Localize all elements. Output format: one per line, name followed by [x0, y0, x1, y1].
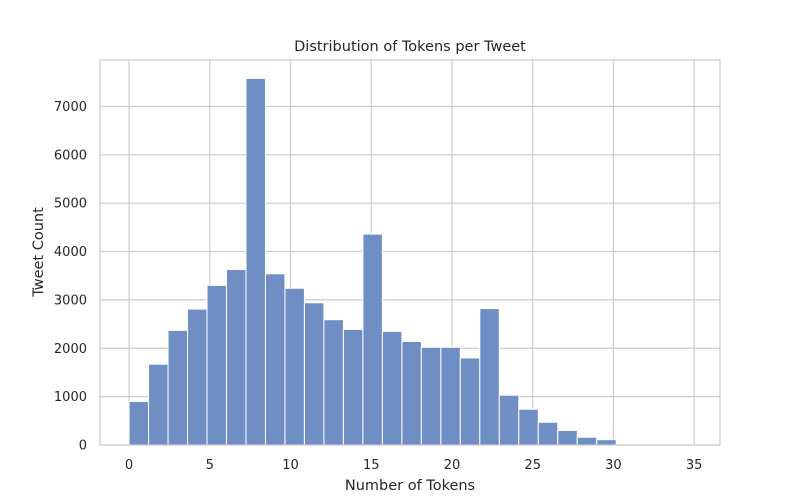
histogram-bar — [225, 268, 247, 446]
histogram-bar — [440, 346, 461, 446]
y-tick-label: 5000 — [54, 197, 87, 212]
bars — [128, 77, 695, 446]
x-tick-label: 35 — [686, 458, 703, 473]
histogram-bar — [167, 329, 189, 446]
histogram-bar — [264, 273, 286, 446]
x-tick-label: 10 — [282, 458, 299, 473]
y-tick-label: 0 — [79, 439, 87, 454]
x-tick-label: 5 — [206, 458, 214, 473]
histogram-bar — [284, 287, 305, 446]
x-tick-label: 20 — [444, 458, 461, 473]
histogram-bar — [128, 400, 150, 446]
y-tick-label: 3000 — [54, 293, 87, 308]
histogram-bar — [303, 302, 325, 446]
histogram-bar — [596, 439, 617, 446]
histogram-bar — [381, 330, 403, 446]
histogram-bar — [479, 308, 500, 446]
x-tick-label: 0 — [125, 458, 133, 473]
histogram-bar — [148, 363, 169, 446]
y-tick-label: 4000 — [54, 245, 87, 260]
histogram-bar — [187, 308, 208, 446]
y-tick-label: 7000 — [54, 100, 87, 115]
histogram-bar — [245, 77, 266, 446]
histogram-bar — [576, 436, 598, 446]
histogram-bar — [518, 408, 539, 446]
histogram-bar — [206, 284, 228, 446]
histogram-bar — [323, 319, 344, 446]
x-tick-label: 30 — [605, 458, 622, 473]
y-tick-label: 6000 — [54, 148, 87, 163]
x-tick-label: 15 — [363, 458, 380, 473]
histogram-bar — [362, 233, 383, 446]
histogram-bar — [557, 429, 578, 446]
x-tick-labels: 0 5 10 15 20 25 30 35 — [125, 458, 703, 473]
histogram-bar — [420, 346, 442, 446]
histogram-bar — [498, 394, 520, 446]
histogram-bar — [342, 328, 364, 446]
x-tick-label: 25 — [524, 458, 541, 473]
y-tick-label: 2000 — [54, 342, 87, 357]
x-axis-label: Number of Tokens — [345, 478, 475, 494]
y-tick-label: 1000 — [54, 390, 87, 405]
plot-frame — [99, 59, 721, 446]
y-axis-label: Tweet Count — [31, 207, 47, 298]
y-tick-labels: 0 1000 2000 3000 4000 5000 6000 7000 — [54, 100, 87, 454]
histogram-bar — [401, 340, 422, 446]
histogram-bar — [537, 421, 559, 446]
chart-title: Distribution of Tokens per Tweet — [294, 39, 526, 55]
histogram-bar — [459, 357, 481, 446]
